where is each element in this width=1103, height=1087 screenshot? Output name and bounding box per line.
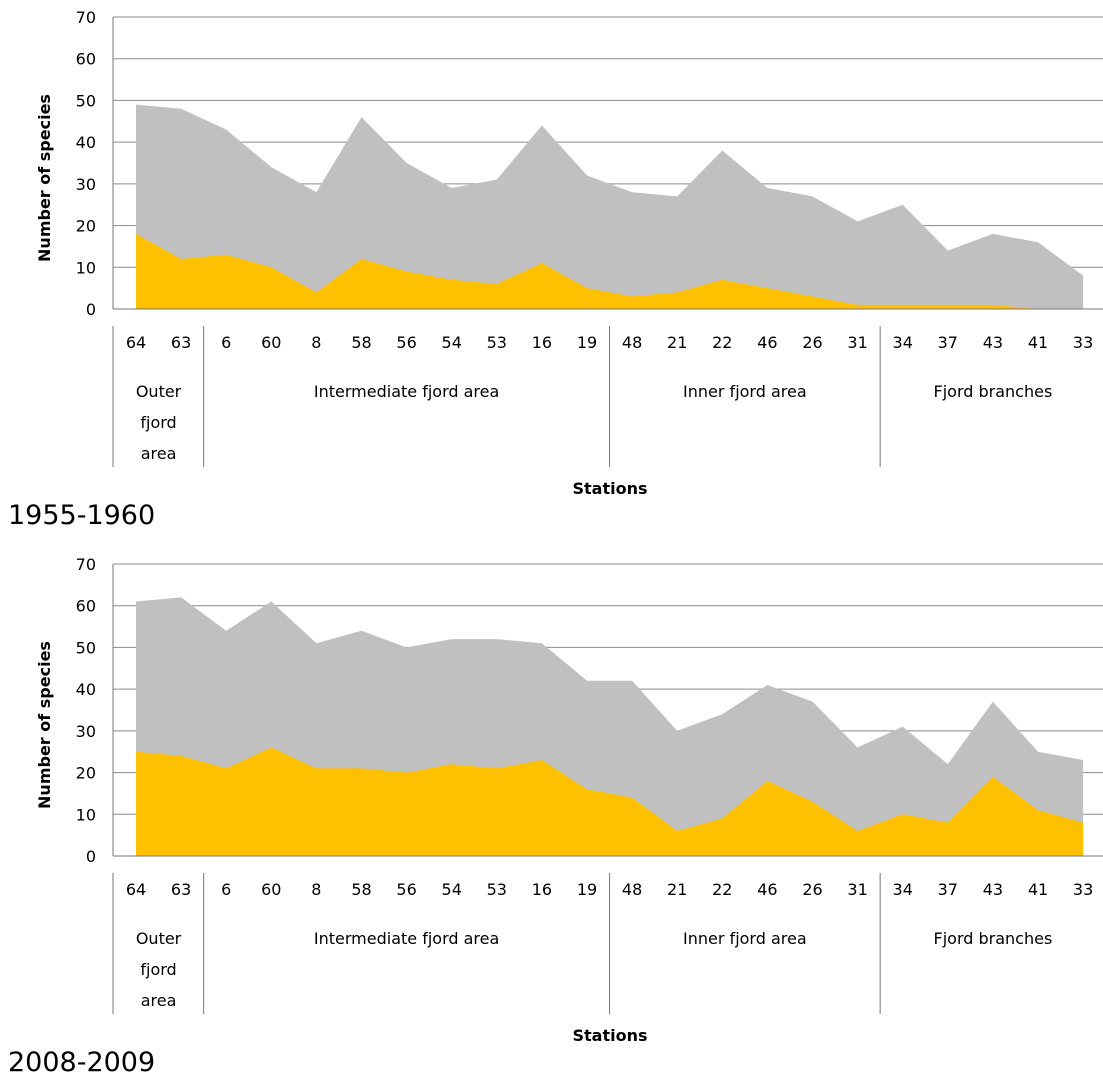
x-tick-label: 16 — [532, 333, 552, 352]
x-tick-label: 34 — [893, 880, 913, 899]
chart-2008-2009: 0 10 20 30 40 50 60 70 Number of species 64 63 6 60 8… — [8, 555, 1103, 1078]
y-tick-label: 50 — [76, 91, 96, 110]
group-label: fjord — [140, 960, 176, 979]
x-tick-label: 60 — [261, 880, 281, 899]
y-axis-title: Number of species — [35, 94, 54, 262]
x-tick-label: 41 — [1028, 333, 1048, 352]
chart-1955-1960: 0 10 20 30 40 50 60 70 Number of species 64 63 6 60 8… — [8, 8, 1103, 531]
x-tick-label: 34 — [893, 333, 913, 352]
x-tick-label: 64 — [126, 333, 146, 352]
x-tick-label: 8 — [311, 880, 321, 899]
x-tick-label: 19 — [577, 880, 597, 899]
x-tick-label: 37 — [938, 880, 958, 899]
x-tick-label: 58 — [351, 333, 371, 352]
x-tick-label: 53 — [487, 333, 507, 352]
x-tick-label: 63 — [171, 333, 191, 352]
period-caption: 1955-1960 — [8, 500, 155, 531]
group-label: Inner fjord area — [683, 929, 807, 948]
x-tick-label: 16 — [532, 880, 552, 899]
x-tick-label: 41 — [1028, 880, 1048, 899]
x-tick-label: 54 — [442, 333, 462, 352]
group-label: Intermediate fjord area — [314, 382, 499, 401]
x-axis-title: Stations — [572, 1026, 647, 1045]
y-tick-label: 30 — [76, 722, 96, 741]
group-label: Intermediate fjord area — [314, 929, 499, 948]
group-label: area — [141, 991, 177, 1010]
x-tick-label: 6 — [221, 880, 231, 899]
x-tick-label: 53 — [487, 880, 507, 899]
y-tick-label: 0 — [86, 847, 96, 866]
x-tick-label: 43 — [983, 333, 1003, 352]
x-tick-label: 8 — [311, 333, 321, 352]
y-tick-label: 10 — [76, 805, 96, 824]
x-tick-label: 31 — [847, 333, 867, 352]
x-tick-label: 54 — [442, 880, 462, 899]
x-tick-label: 43 — [983, 880, 1003, 899]
y-tick-label: 60 — [76, 597, 96, 616]
y-tick-label: 0 — [86, 300, 96, 319]
x-tick-label: 37 — [938, 333, 958, 352]
x-tick-label: 46 — [757, 880, 777, 899]
area-series-2 — [136, 233, 1084, 309]
y-tick-label: 70 — [76, 555, 96, 574]
y-tick-label: 10 — [76, 258, 96, 277]
x-tick-label: 31 — [847, 880, 867, 899]
y-axis-title: Number of species — [35, 641, 54, 809]
x-tick-label: 33 — [1073, 333, 1093, 352]
x-tick-label: 48 — [622, 333, 642, 352]
x-tick-label: 46 — [757, 333, 777, 352]
y-tick-label: 20 — [76, 217, 96, 236]
group-label: Outer — [136, 382, 182, 401]
group-label: area — [141, 444, 177, 463]
area-series-2 — [136, 747, 1084, 856]
x-tick-label: 63 — [171, 880, 191, 899]
x-tick-label: 26 — [802, 333, 822, 352]
x-tick-label: 64 — [126, 880, 146, 899]
y-tick-label: 50 — [76, 638, 96, 657]
x-tick-label: 60 — [261, 333, 281, 352]
y-tick-label: 40 — [76, 680, 96, 699]
group-label: Fjord branches — [934, 929, 1053, 948]
x-tick-label: 21 — [667, 880, 687, 899]
x-tick-label: 19 — [577, 333, 597, 352]
x-tick-label: 33 — [1073, 880, 1093, 899]
x-tick-label: 6 — [221, 333, 231, 352]
x-tick-label: 22 — [712, 880, 732, 899]
y-tick-label: 70 — [76, 8, 96, 27]
x-axis-title: Stations — [572, 479, 647, 498]
x-tick-label: 22 — [712, 333, 732, 352]
group-label: fjord — [140, 413, 176, 432]
x-tick-label: 48 — [622, 880, 642, 899]
x-tick-label: 21 — [667, 333, 687, 352]
period-caption: 2008-2009 — [8, 1047, 155, 1078]
area-series-1 — [136, 104, 1084, 309]
y-tick-label: 30 — [76, 175, 96, 194]
x-tick-label: 56 — [396, 880, 416, 899]
y-tick-label: 60 — [76, 50, 96, 69]
group-label: Inner fjord area — [683, 382, 807, 401]
x-tick-label: 56 — [396, 333, 416, 352]
y-tick-label: 20 — [76, 764, 96, 783]
x-tick-label: 26 — [802, 880, 822, 899]
y-tick-label: 40 — [76, 133, 96, 152]
x-tick-label: 58 — [351, 880, 371, 899]
group-label: Outer — [136, 929, 182, 948]
group-label: Fjord branches — [934, 382, 1053, 401]
